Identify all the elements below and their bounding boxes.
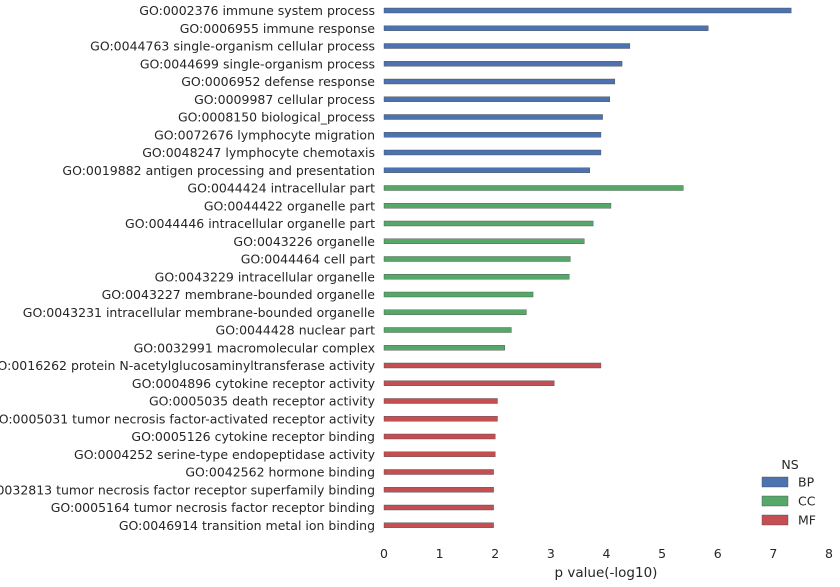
category-label: GO:0004896 cytokine receptor activity	[132, 376, 376, 391]
category-label: GO:0044424 intracellular part	[187, 181, 375, 196]
category-label: GO:0044428 nuclear part	[216, 323, 376, 338]
bar-cc	[383, 185, 684, 191]
legend-swatch-mf	[761, 514, 789, 526]
category-label: GO:0005035 death receptor activity	[149, 394, 376, 409]
category-label: GO:0046914 transition metal ion binding	[119, 518, 375, 533]
category-label: GO:0004252 serine-type endopeptidase act…	[74, 447, 376, 462]
category-label: GO:0043231 intracellular membrane-bounde…	[23, 305, 376, 320]
bar-cc	[383, 256, 571, 262]
category-label: GO:0006955 immune response	[180, 21, 376, 36]
bar-bp	[383, 96, 611, 102]
x-tick-label: 3	[547, 546, 555, 561]
legend-entry-label: CC	[798, 494, 816, 509]
category-label: GO:0044446 intracellular organelle part	[125, 216, 375, 231]
x-tick-label: 0	[380, 546, 388, 561]
category-label: GO:0043226 organelle	[233, 234, 375, 249]
bar-cc	[383, 327, 512, 333]
x-axis: 0 1 2 3 4 5 6 7 8	[380, 546, 833, 561]
bar-cc	[383, 220, 594, 227]
category-label: GO:0009987 cellular process	[194, 92, 375, 107]
category-label: GO:0016262 protein N-acetylglucosaminylt…	[0, 358, 376, 373]
legend-swatch-bp	[761, 476, 789, 488]
bar-mf	[383, 522, 494, 528]
x-tick-label: 1	[436, 546, 444, 561]
x-axis-title: p value(-log10)	[555, 565, 658, 581]
bar-bp	[383, 167, 591, 173]
category-label: GO:0043229 intracellular organelle	[155, 269, 376, 284]
bar-mf	[383, 504, 494, 511]
x-tick-label: 8	[825, 546, 833, 561]
category-label: GO:0005126 cytokine receptor binding	[131, 429, 375, 444]
bar-bp	[383, 78, 616, 85]
category-label: GO:0044763 single-organism cellular proc…	[90, 39, 375, 54]
bar-bp	[383, 114, 603, 120]
bar-cc	[383, 274, 570, 280]
legend-title: NS	[781, 457, 798, 472]
x-tick-label: 2	[491, 546, 499, 561]
legend-swatch-cc	[761, 495, 789, 507]
category-label: GO:0006952 defense response	[181, 74, 375, 89]
category-label: GO:0044699 single-organism process	[140, 56, 375, 71]
bar-bp	[383, 43, 631, 49]
bar-cc	[383, 309, 527, 315]
category-label: GO:0008150 biological_process	[178, 110, 375, 125]
category-label: GO:0048247 lymphocyte chemotaxis	[142, 145, 375, 160]
bar-mf	[383, 380, 555, 386]
bars-layer	[383, 7, 792, 528]
bar-cc	[383, 345, 505, 351]
bar-cc	[383, 203, 612, 209]
legend-entry-label: MF	[798, 513, 816, 528]
x-tick-label: 4	[603, 546, 611, 561]
x-tick-label: 5	[658, 546, 666, 561]
x-tick-label: 6	[714, 546, 722, 561]
bar-bp	[383, 7, 792, 14]
bar-bp	[383, 25, 709, 31]
bar-bp	[383, 149, 602, 156]
category-label: GO:0043227 membrane-bounded organelle	[102, 287, 376, 302]
category-label: GO:0042562 hormone binding	[185, 465, 375, 480]
category-label: GO:0044464 cell part	[241, 252, 375, 267]
bar-cc	[383, 291, 534, 298]
category-label: GO:0032991 macromolecular complex	[134, 340, 375, 355]
bar-mf	[383, 433, 496, 440]
category-labels: GO:0002376 immune system process GO:00069…	[0, 3, 376, 533]
category-label: GO:0005164 tumor necrosis factor recepto…	[51, 500, 375, 515]
category-label: GO:0005031 tumor necrosis factor-activat…	[0, 411, 376, 426]
bar-cc	[383, 238, 585, 244]
bar-mf	[383, 487, 494, 493]
bar-mf	[383, 362, 602, 369]
bar-mf	[383, 469, 494, 475]
category-label: GO:0032813 tumor necrosis factor recepto…	[0, 482, 375, 497]
x-tick-label: 7	[769, 546, 777, 561]
bar-mf	[383, 451, 496, 457]
category-label: GO:0072676 lymphocyte migration	[154, 127, 375, 142]
category-label: GO:0044422 organelle part	[204, 198, 375, 213]
bar-mf	[383, 398, 498, 404]
bar-bp	[383, 61, 623, 67]
legend-entry-label: BP	[798, 475, 815, 490]
category-label: GO:0002376 immune system process	[139, 3, 375, 18]
bar-mf	[383, 416, 498, 422]
bar-bp	[383, 132, 602, 138]
category-label: GO:0019882 antigen processing and presen…	[62, 163, 375, 178]
